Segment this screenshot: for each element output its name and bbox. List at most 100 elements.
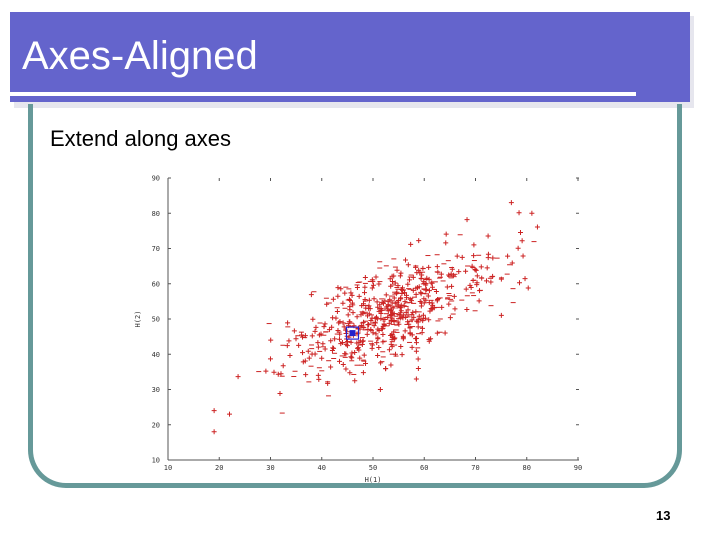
data-point [435, 269, 441, 275]
data-point [348, 290, 354, 296]
data-point [427, 308, 433, 314]
data-point [361, 352, 367, 358]
data-point [473, 267, 479, 273]
data-point [369, 285, 375, 291]
data-point [415, 324, 421, 330]
data-point [434, 298, 440, 304]
data-point [347, 370, 353, 376]
data-point [474, 273, 480, 279]
data-point [352, 350, 358, 356]
data-point [413, 376, 419, 382]
data-point [293, 336, 299, 342]
x-tick-label: 10 [164, 464, 172, 472]
data-point [452, 306, 458, 312]
data-point [420, 316, 426, 322]
x-tick-label: 80 [523, 464, 531, 472]
data-point [423, 287, 429, 293]
data-point [409, 344, 415, 350]
data-point [371, 296, 377, 302]
data-point [330, 296, 336, 302]
data-point [378, 316, 384, 322]
data-point [335, 285, 341, 291]
data-point [413, 264, 419, 270]
data-point [267, 356, 273, 362]
data-point [320, 341, 326, 347]
data-point [508, 200, 514, 206]
highlight-box [345, 326, 360, 340]
data-point [300, 350, 306, 356]
data-point [429, 300, 435, 306]
data-point [397, 305, 403, 311]
data-point [369, 277, 375, 283]
data-point [376, 281, 382, 287]
data-point [394, 303, 400, 309]
data-point [341, 324, 347, 330]
data-point [401, 303, 407, 309]
data-point [371, 323, 377, 329]
data-point [517, 280, 523, 286]
data-point [360, 310, 366, 316]
data-point [387, 276, 393, 282]
content-frame [28, 104, 682, 488]
data-point [534, 224, 540, 230]
data-point [423, 286, 429, 292]
data-point [347, 307, 353, 313]
data-point [450, 272, 456, 278]
data-point [443, 240, 449, 246]
data-point [303, 372, 309, 378]
data-point [343, 327, 349, 333]
data-point [451, 293, 457, 299]
data-point [422, 315, 428, 321]
data-point [397, 315, 403, 321]
data-point [380, 339, 386, 345]
data-point [406, 277, 412, 283]
data-point [454, 253, 460, 259]
data-point [335, 328, 341, 334]
data-point [420, 265, 426, 271]
x-tick-label: 60 [420, 464, 428, 472]
data-point [319, 355, 325, 361]
data-point [328, 338, 334, 344]
data-point [375, 326, 381, 332]
data-point [357, 338, 363, 344]
data-point [397, 312, 403, 318]
data-point [340, 362, 346, 368]
data-point [403, 257, 409, 263]
data-point [398, 308, 404, 314]
data-point [490, 255, 496, 261]
data-point [388, 362, 394, 368]
data-point [280, 363, 286, 369]
data-point [306, 355, 312, 361]
data-point [389, 279, 395, 285]
data-point [515, 245, 521, 251]
data-point [329, 324, 335, 330]
data-point [470, 277, 476, 283]
data-point [425, 293, 431, 299]
data-point [375, 353, 381, 359]
data-point [235, 374, 241, 380]
data-point [438, 271, 444, 277]
data-point [324, 301, 330, 307]
data-point [338, 286, 344, 292]
data-point [509, 260, 515, 266]
data-point [404, 295, 410, 301]
title-band [10, 12, 690, 102]
data-point [426, 264, 432, 270]
data-point [355, 345, 361, 351]
data-point [418, 289, 424, 295]
data-point [361, 319, 367, 325]
data-point [316, 376, 322, 382]
data-point [354, 285, 360, 291]
data-point [370, 330, 376, 336]
data-point [337, 358, 343, 364]
data-point [349, 292, 355, 298]
data-point [340, 300, 346, 306]
data-point [430, 302, 436, 308]
data-point [227, 411, 232, 417]
data-point [352, 378, 358, 384]
data-point [287, 352, 293, 358]
data-point [336, 320, 342, 326]
data-point [413, 336, 419, 342]
data-point [391, 295, 397, 301]
